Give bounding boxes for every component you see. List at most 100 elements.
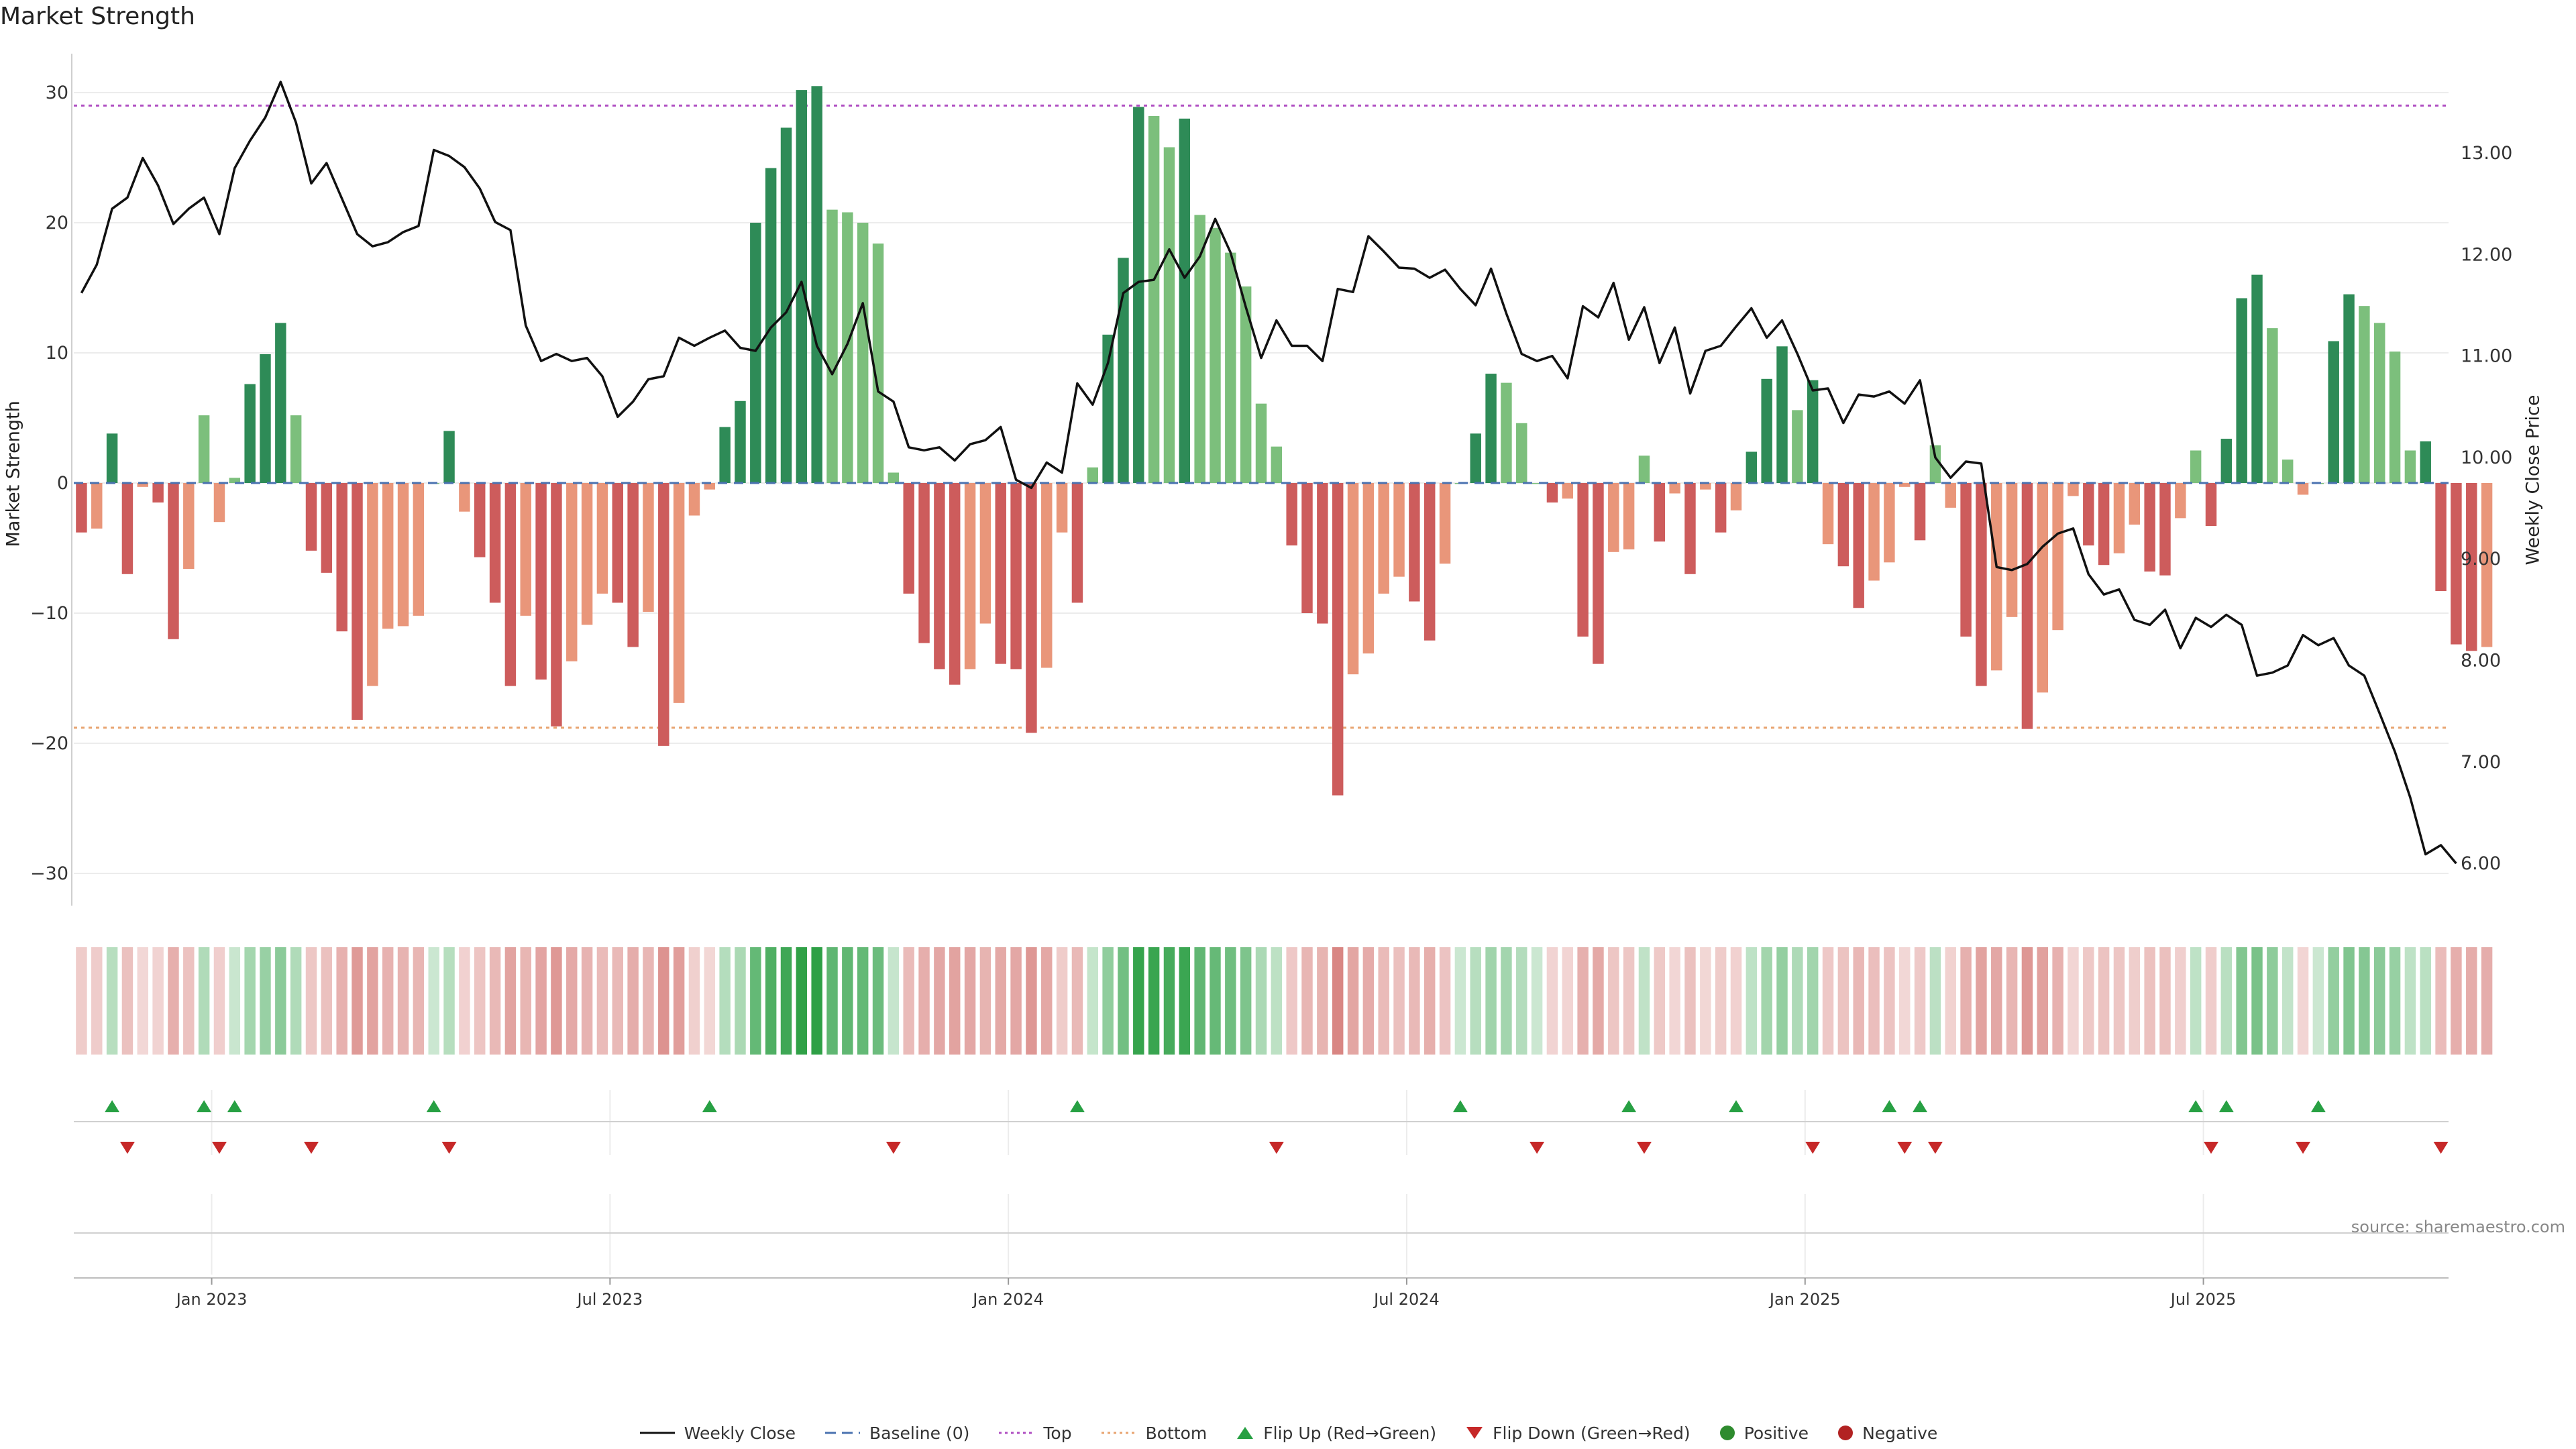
strength-bar [2251,274,2263,483]
heatmap-cell [1837,947,1849,1055]
strength-bar [1746,451,1758,483]
strength-bar [183,483,195,570]
legend-bottom[interactable]: Bottom [1100,1424,1207,1443]
heatmap-cell [1102,947,1114,1055]
heatmap-cell [474,947,486,1055]
heatmap-cell [780,947,792,1055]
strength-bars [74,86,2493,796]
heatmap-cell [1593,947,1604,1055]
heatmap-cell [1899,947,1911,1055]
heatmap-cell [1684,947,1696,1055]
heatmap-cell [2006,947,2018,1055]
strength-bar [1194,215,1205,483]
heatmap-cell [336,947,347,1055]
heatmap-cell [2159,947,2171,1055]
strength-bar [2068,483,2079,496]
strength-bar [2389,352,2401,483]
heatmap-cell [1148,947,1160,1055]
heatmap-cell [1194,947,1205,1055]
flip-up-marker [426,1100,441,1112]
flip-up-marker [1882,1100,1897,1112]
strength-bar [1332,483,1344,796]
heatmap-cell [520,947,531,1055]
heatmap-cell [1026,947,1037,1055]
strength-bar [2175,483,2186,519]
strength-bar [1424,483,1436,641]
heatmap-cell [2451,947,2462,1055]
heatmap-cell [627,947,639,1055]
flip-up-marker [1452,1100,1468,1112]
strength-bar [2113,483,2125,553]
y-tick-label: 30 [46,83,68,103]
strength-bar [2435,483,2447,592]
heatmap-cell [1347,947,1359,1055]
heatmap-cell [1424,947,1436,1055]
strength-bar [903,483,914,594]
heatmap-cell [198,947,210,1055]
heatmap-cell [1546,947,1558,1055]
strength-bar [397,483,409,627]
strength-bar [290,415,302,483]
strength-bar [1638,455,1650,483]
legend-label: Negative [1862,1423,1938,1443]
heatmap-cell [596,947,608,1055]
legend-flip-down[interactable]: Flip Down (Green→Red) [1464,1424,1690,1443]
grid-layer [74,92,2449,1275]
heatmap-cell [1317,947,1328,1055]
heatmap-cell [244,947,256,1055]
strength-bar [1623,483,1635,549]
heatmap-cell [857,947,869,1055]
strength-bar [1792,410,1803,483]
heatmap-cell [2220,947,2233,1055]
heatmap-cell [2343,947,2355,1055]
strength-bar [336,483,347,632]
heatmap-cell [2282,947,2294,1055]
heatmap-cell [1439,947,1451,1055]
heatmap-cell [1746,947,1758,1055]
legend-top[interactable]: Top [998,1423,1072,1443]
legend-label: Positive [1743,1423,1809,1443]
legend-negative[interactable]: Negative [1837,1424,1937,1443]
heatmap-cell [1761,947,1772,1055]
heatmap-cell [658,947,669,1055]
strength-bar [735,400,746,483]
legend-flip-up[interactable]: Flip Up (Red→Green) [1235,1424,1436,1443]
heatmap-cell [934,947,945,1055]
strength-bar [121,483,133,574]
heatmap-cell [504,947,517,1055]
strength-bar [1700,483,1711,490]
strength-bar [2006,483,2018,617]
dotted-line-swatch-icon [999,1432,1034,1434]
heatmap-cell [1654,947,1666,1055]
strength-bar [995,483,1006,664]
legend-positive[interactable]: Positive [1719,1424,1809,1443]
heatmap-cell [1010,947,1022,1055]
heatmap-cell [1577,947,1589,1055]
strength-bar [2129,483,2141,525]
heatmap-cell [2404,947,2416,1055]
heatmap-cell [1822,947,1834,1055]
legend-baseline[interactable]: Baseline (0) [824,1424,969,1443]
flip-down-marker [2433,1142,2449,1154]
heatmap-cell [2175,947,2186,1055]
legend-weekly-close[interactable]: Weekly Close [639,1424,796,1443]
heatmap-cell [489,947,501,1055]
strength-bar [137,483,148,487]
heatmap-cell [1730,947,1742,1055]
strength-bar [1546,483,1558,503]
legend-label: Top [1043,1423,1072,1443]
heatmap-cell [152,947,164,1055]
heatmap-cell [1118,947,1129,1055]
heatmap-cell [1210,947,1221,1055]
strength-bar [2037,483,2048,693]
y-tick-label: −30 [30,863,68,884]
heatmap-cell [305,947,317,1055]
strength-bar [2282,460,2294,483]
strength-bar [474,483,486,557]
x-tick-label: Jul 2024 [1373,1290,1440,1309]
heatmap-cell [1133,947,1144,1055]
strength-bar [1133,107,1144,484]
dot-icon [1838,1426,1854,1440]
flip-up-marker [1729,1100,1743,1112]
strength-bar [1531,483,1543,484]
